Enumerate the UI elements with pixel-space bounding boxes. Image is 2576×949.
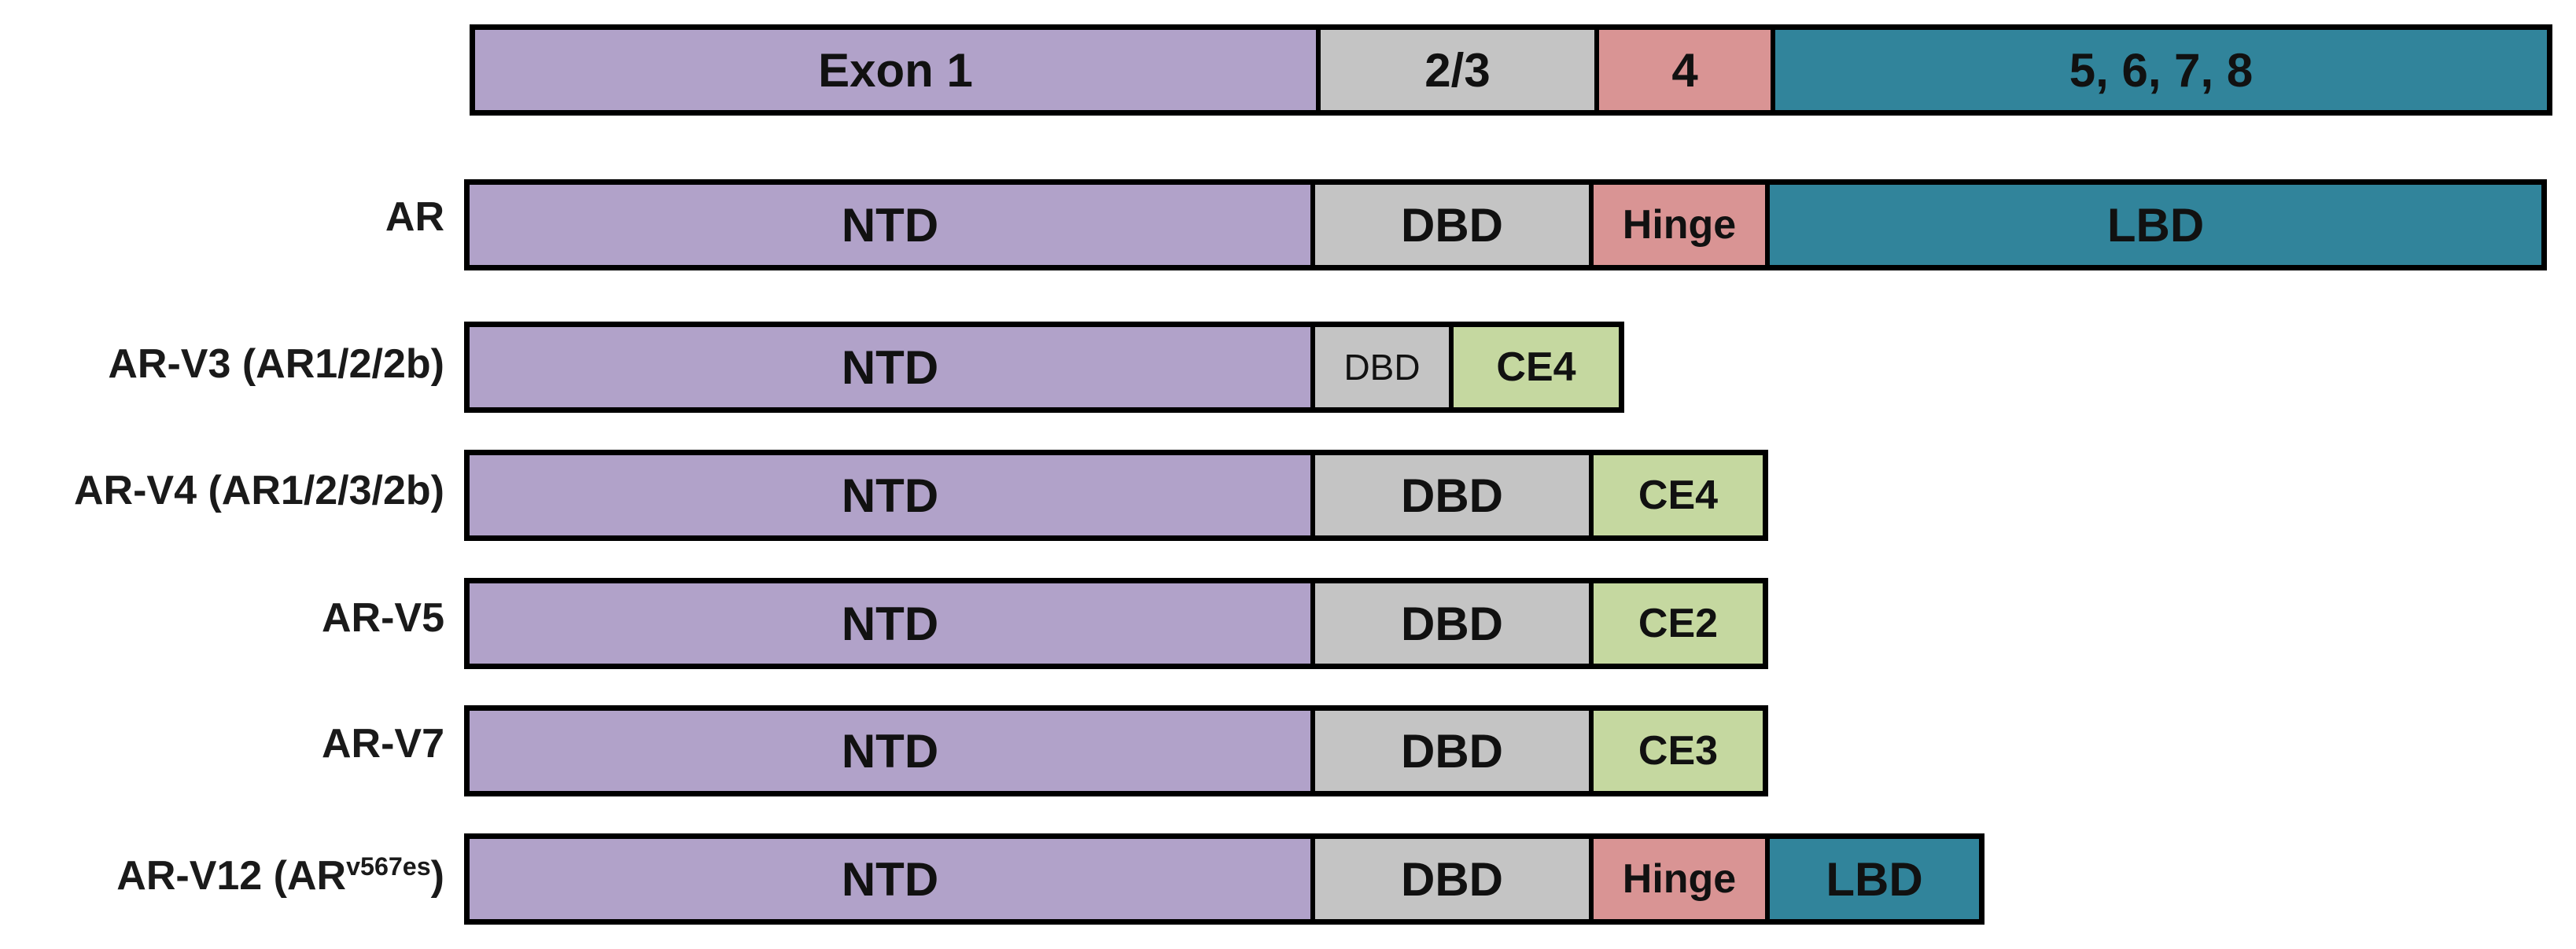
segment-dbd: DBD (1315, 583, 1594, 664)
segment-ntd: NTD (470, 185, 1315, 265)
segment-hinge: Hinge (1594, 839, 1770, 919)
segment-ntd: NTD (470, 839, 1315, 919)
segment-exon-1: Exon 1 (475, 30, 1321, 110)
ar-v4-bar: NTD DBD CE4 (464, 450, 1768, 541)
segment-dbd: DBD (1315, 327, 1454, 407)
segment-ce3: CE3 (1594, 711, 1763, 791)
segment-dbd: DBD (1315, 711, 1594, 791)
ar-bar: NTD DBD Hinge LBD (464, 179, 2547, 270)
segment-lbd: LBD (1770, 839, 1979, 919)
row-label-ar-v4: AR-V4 (AR1/2/3/2b) (74, 468, 444, 513)
segment-hinge: Hinge (1594, 185, 1770, 265)
segment-ce4: CE4 (1454, 327, 1619, 407)
segment-dbd: DBD (1315, 839, 1594, 919)
exon-bar: Exon 1 2/3 4 5, 6, 7, 8 (470, 24, 2552, 116)
segment-lbd: LBD (1770, 185, 2541, 265)
ar-v3-bar: NTD DBD CE4 (464, 322, 1624, 413)
segment-ce4: CE4 (1594, 455, 1763, 535)
ar-v5-bar: NTD DBD CE2 (464, 578, 1768, 669)
segment-ce2: CE2 (1594, 583, 1763, 664)
row-label-ar-v12: AR-V12 (ARv567es) (116, 852, 444, 899)
segment-ntd: NTD (470, 711, 1315, 791)
segment-ntd: NTD (470, 455, 1315, 535)
segment-ntd: NTD (470, 327, 1315, 407)
segment-exon-2-3: 2/3 (1321, 30, 1599, 110)
row-label-ar-v7: AR-V7 (321, 721, 444, 767)
row-label-ar: AR (385, 194, 444, 240)
segment-exon-4: 4 (1599, 30, 1775, 110)
ar-v7-bar: NTD DBD CE3 (464, 705, 1768, 796)
segment-dbd: DBD (1315, 185, 1594, 265)
row-label-ar-v12-superscript: v567es (346, 852, 431, 881)
row-label-ar-v5: AR-V5 (321, 595, 444, 641)
segment-dbd: DBD (1315, 455, 1594, 535)
row-label-ar-v12-text: AR-V12 (AR (116, 853, 347, 899)
ar-v12-bar: NTD DBD Hinge LBD (464, 833, 1985, 925)
row-label-ar-v12-suffix: ) (430, 853, 444, 899)
segment-ntd: NTD (470, 583, 1315, 664)
row-label-ar-v3: AR-V3 (AR1/2/2b) (108, 341, 444, 387)
segment-exon-5-8: 5, 6, 7, 8 (1775, 30, 2547, 110)
